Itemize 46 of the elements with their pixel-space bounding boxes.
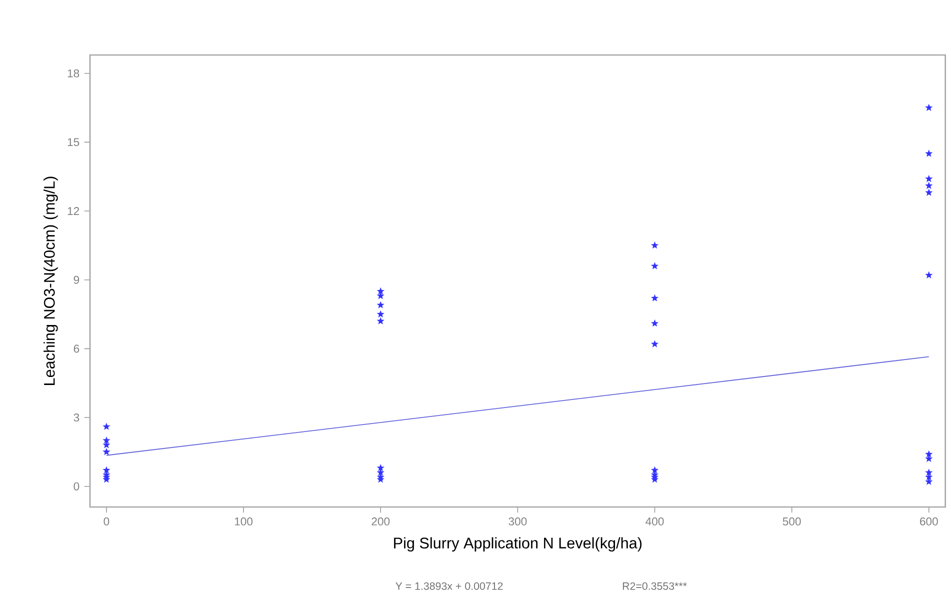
text: Y = 1.3893x + 0.00712: [396, 582, 503, 590]
point: [102, 448, 110, 456]
point: [376, 287, 384, 295]
point: [102, 441, 110, 448]
point: [925, 473, 933, 480]
point: [925, 450, 933, 458]
y-tick-label: 6: [74, 344, 80, 353]
x-tick-label: 600: [920, 517, 938, 526]
x-axis-title: Pig Slurry Application N Level(kg/ha): [394, 537, 642, 552]
y-tick-label: 3: [74, 414, 80, 422]
point: [376, 317, 384, 324]
point: [376, 301, 384, 308]
x-tick-label: 400: [646, 517, 664, 526]
point: [925, 182, 933, 190]
point: [102, 436, 110, 444]
x-tick-label: 200: [372, 517, 390, 526]
point: [925, 104, 933, 111]
y-tick-label: 9: [74, 276, 80, 284]
point: [650, 294, 659, 302]
y-tick-label: 18: [68, 69, 80, 78]
x-tick-label: 0: [104, 517, 110, 526]
x-tick-label: 100: [234, 517, 253, 526]
point: [925, 468, 933, 476]
point: [650, 340, 659, 348]
point: [925, 454, 933, 462]
point: [650, 319, 659, 327]
point: [925, 174, 933, 182]
point: [925, 478, 933, 485]
point: [376, 464, 384, 472]
y-axis-title: Leaching NO3-N(40cm) (mg/L): [44, 176, 58, 385]
text: R2=0.3553***: [622, 582, 687, 590]
point: [650, 241, 659, 249]
point: [925, 150, 933, 157]
y-tick-label: 15: [68, 138, 80, 146]
point: [925, 188, 933, 196]
point: [925, 271, 933, 278]
point: [650, 466, 659, 474]
y-tick-label: 0: [74, 482, 80, 490]
point: [102, 466, 110, 474]
x-tick-label: 300: [508, 517, 527, 526]
point: [376, 310, 384, 318]
x-tick-label: 500: [782, 517, 801, 526]
y-tick-label: 12: [68, 207, 80, 215]
point: [102, 422, 110, 430]
point: [650, 262, 659, 270]
point: [376, 468, 384, 476]
